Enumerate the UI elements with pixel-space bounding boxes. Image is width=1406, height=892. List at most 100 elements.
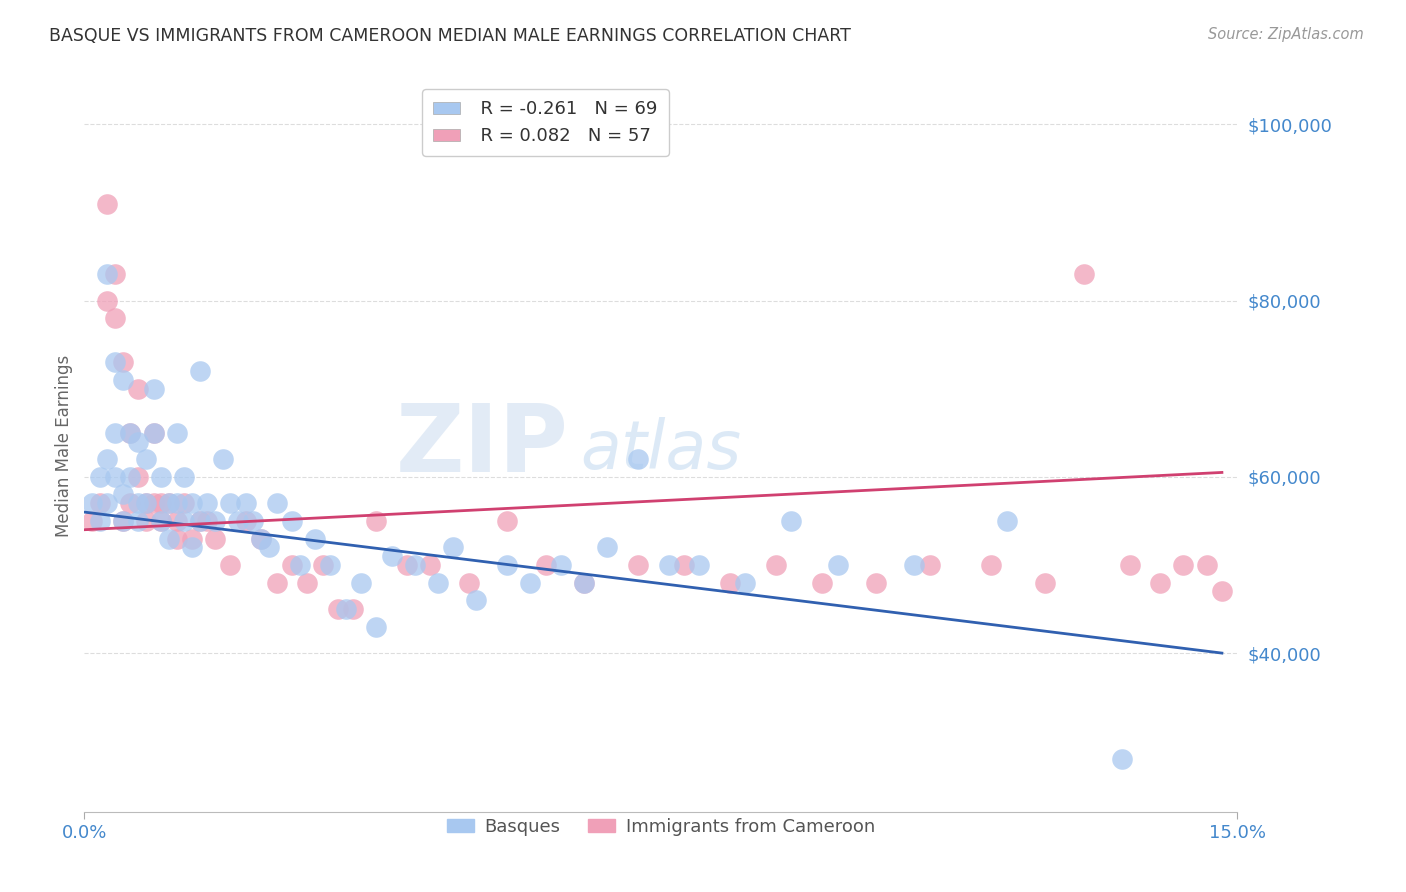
Point	[80, 514, 103, 528]
Point	[135, 496, 157, 510]
Point	[96, 267, 118, 281]
Point	[441, 541, 464, 555]
Point	[104, 355, 127, 369]
Point	[404, 558, 426, 572]
Point	[304, 532, 326, 546]
Point	[219, 496, 242, 510]
Point	[235, 496, 257, 510]
Point	[173, 496, 195, 510]
Point	[89, 514, 111, 528]
Point	[111, 514, 134, 528]
Point	[519, 575, 541, 590]
Point	[195, 514, 218, 528]
Point	[96, 196, 118, 211]
Point	[995, 514, 1018, 528]
Text: BASQUE VS IMMIGRANTS FROM CAMEROON MEDIAN MALE EARNINGS CORRELATION CHART: BASQUE VS IMMIGRANTS FROM CAMEROON MEDIA…	[49, 27, 851, 45]
Point	[104, 311, 127, 326]
Point	[188, 364, 211, 378]
Point	[127, 470, 149, 484]
Point	[918, 558, 941, 572]
Point	[120, 470, 142, 484]
Point	[1073, 267, 1095, 281]
Point	[166, 532, 188, 546]
Point	[366, 514, 388, 528]
Point	[297, 575, 319, 590]
Point	[89, 470, 111, 484]
Point	[157, 532, 180, 546]
Point	[765, 558, 787, 572]
Point	[627, 558, 650, 572]
Point	[111, 514, 134, 528]
Point	[226, 514, 249, 528]
Point	[173, 514, 195, 528]
Point	[188, 514, 211, 528]
Point	[1149, 575, 1171, 590]
Point	[120, 496, 142, 510]
Point	[150, 514, 173, 528]
Point	[903, 558, 925, 572]
Point	[496, 558, 519, 572]
Point	[120, 425, 142, 440]
Point	[166, 496, 188, 510]
Point	[142, 425, 165, 440]
Point	[281, 558, 304, 572]
Point	[1173, 558, 1195, 572]
Point	[211, 452, 233, 467]
Point	[150, 514, 173, 528]
Point	[496, 514, 519, 528]
Point	[457, 575, 479, 590]
Point	[235, 514, 257, 528]
Text: ZIP: ZIP	[395, 400, 568, 492]
Point	[157, 496, 180, 510]
Point	[734, 575, 756, 590]
Point	[204, 514, 226, 528]
Point	[111, 487, 134, 501]
Point	[127, 434, 149, 449]
Point	[166, 514, 188, 528]
Point	[204, 532, 226, 546]
Point	[104, 470, 127, 484]
Point	[1033, 575, 1056, 590]
Point	[419, 558, 441, 572]
Point	[96, 293, 118, 308]
Point	[627, 452, 650, 467]
Point	[572, 575, 595, 590]
Point	[811, 575, 834, 590]
Text: Source: ZipAtlas.com: Source: ZipAtlas.com	[1208, 27, 1364, 42]
Point	[657, 558, 679, 572]
Point	[266, 496, 288, 510]
Point	[188, 514, 211, 528]
Point	[596, 541, 619, 555]
Point	[173, 470, 195, 484]
Point	[381, 549, 404, 563]
Point	[319, 558, 342, 572]
Point	[157, 496, 180, 510]
Point	[111, 355, 134, 369]
Point	[688, 558, 710, 572]
Point	[980, 558, 1002, 572]
Point	[127, 382, 149, 396]
Point	[242, 514, 264, 528]
Point	[718, 575, 741, 590]
Point	[350, 575, 373, 590]
Point	[127, 496, 149, 510]
Point	[219, 558, 242, 572]
Point	[150, 470, 173, 484]
Point	[396, 558, 419, 572]
Point	[281, 514, 304, 528]
Point	[111, 373, 134, 387]
Point	[142, 496, 165, 510]
Point	[672, 558, 695, 572]
Point	[96, 452, 118, 467]
Point	[104, 425, 127, 440]
Point	[534, 558, 557, 572]
Point	[80, 496, 103, 510]
Point	[326, 602, 349, 616]
Point	[104, 267, 127, 281]
Point	[465, 593, 488, 607]
Point	[142, 425, 165, 440]
Point	[426, 575, 449, 590]
Point	[142, 382, 165, 396]
Point	[335, 602, 357, 616]
Point	[150, 496, 173, 510]
